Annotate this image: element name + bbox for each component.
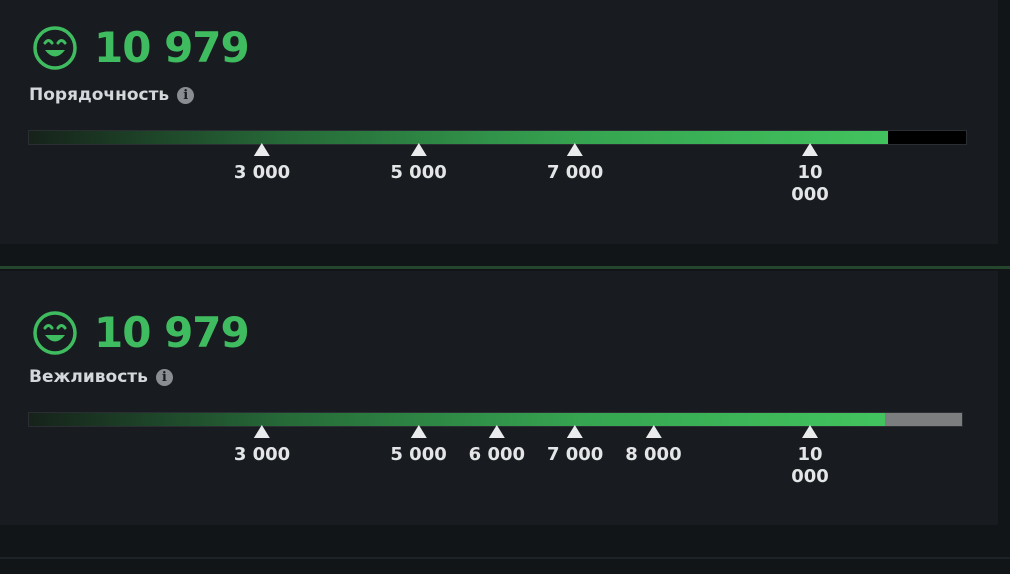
politeness-label: Вежливость [29, 367, 148, 387]
smiley-face-icon [33, 310, 77, 355]
threshold-tick: 8 000 [625, 425, 682, 466]
tick-label: 7 000 [546, 444, 604, 465]
threshold-tick: 5 000 [390, 143, 447, 184]
threshold-tick: 7 000 [547, 143, 603, 184]
conduct-progress-remainder [888, 131, 966, 144]
tick-label: 8 000 [625, 444, 682, 465]
conduct-panel: 10 979 Порядочность i 3 000 5 000 7 000 10 … [0, 0, 998, 244]
section-divider [0, 266, 1010, 269]
tick-marker-icon [254, 425, 270, 438]
tick-marker-icon [567, 425, 584, 438]
tick-label: 7 000 [546, 162, 604, 183]
politeness-score: 10 979 [94, 308, 250, 357]
conduct-progress-fill [29, 131, 888, 144]
conduct-score-row: 10 979 [32, 23, 250, 72]
tick-label: 10 000 [791, 162, 829, 205]
threshold-tick: 3 000 [234, 143, 290, 184]
conduct-progress-bar [28, 130, 967, 145]
bottom-divider [0, 557, 1010, 559]
tick-label: 10 000 [791, 444, 829, 487]
tick-label: 6 000 [468, 444, 526, 465]
politeness-panel: 10 979 Вежливость i 3 000 5 000 6 000 7 000… [0, 271, 998, 525]
conduct-label-row: Порядочность i [29, 85, 195, 105]
tick-marker-icon [488, 425, 505, 438]
politeness-progress-fill [29, 413, 885, 426]
tick-marker-icon [802, 425, 818, 438]
threshold-tick: 10 000 [790, 143, 830, 206]
info-icon[interactable]: i [177, 86, 195, 104]
tick-label: 5 000 [390, 444, 447, 465]
tick-label: 3 000 [233, 162, 291, 183]
politeness-progress-remainder [885, 413, 962, 426]
tick-label: 5 000 [390, 162, 447, 183]
threshold-tick: 7 000 [547, 425, 603, 466]
threshold-tick: 3 000 [234, 425, 290, 466]
conduct-label: Порядочность [29, 85, 170, 105]
threshold-tick: 6 000 [469, 425, 525, 466]
threshold-tick: 10 000 [790, 425, 830, 488]
tick-marker-icon [254, 143, 270, 156]
tick-marker-icon [410, 143, 427, 156]
tick-marker-icon [802, 143, 818, 156]
threshold-tick: 5 000 [390, 425, 447, 466]
tick-marker-icon [645, 425, 662, 438]
tick-marker-icon [567, 143, 584, 156]
politeness-score-row: 10 979 [32, 308, 250, 357]
tick-label: 3 000 [233, 444, 291, 465]
info-icon[interactable]: i [155, 368, 173, 386]
smiley-face-icon [33, 25, 77, 70]
tick-marker-icon [410, 425, 427, 438]
conduct-score: 10 979 [94, 23, 250, 72]
politeness-label-row: Вежливость i [29, 367, 173, 387]
